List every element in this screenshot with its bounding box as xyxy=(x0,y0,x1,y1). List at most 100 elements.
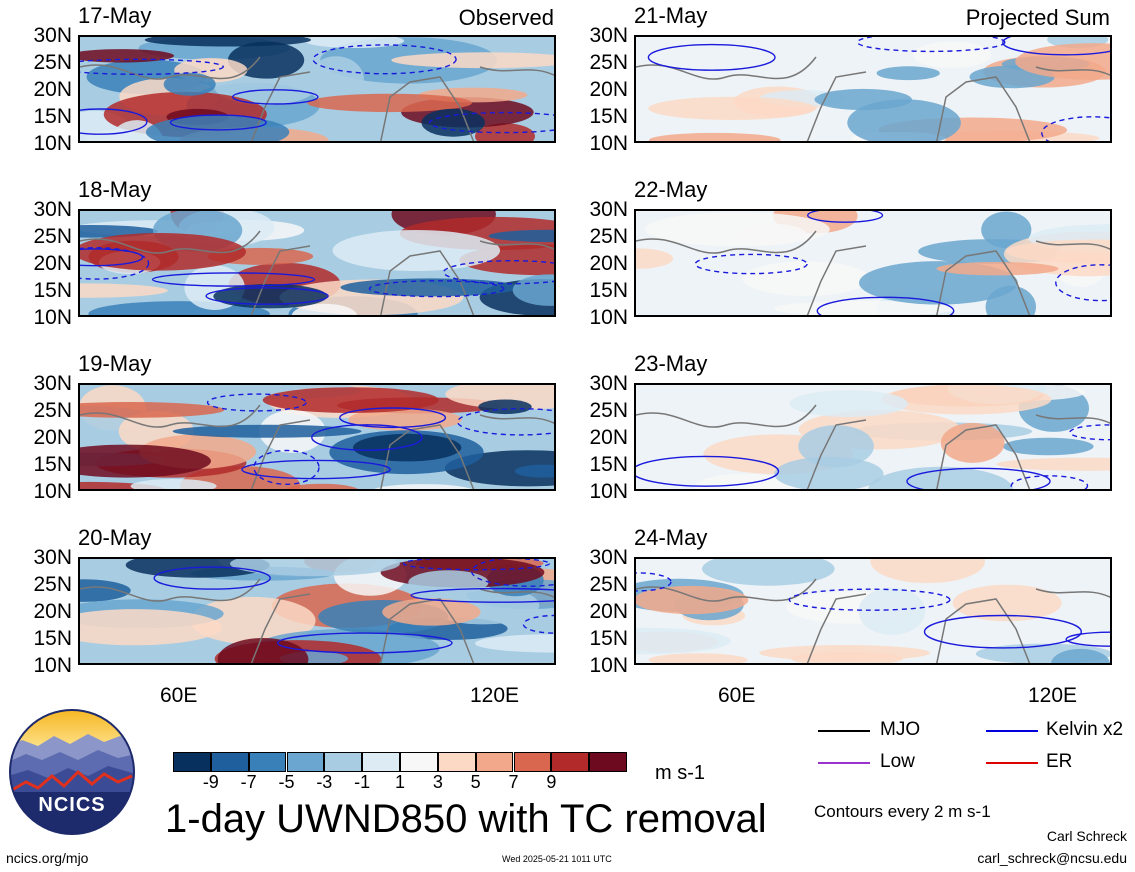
legend-low-line xyxy=(818,762,870,764)
coastline xyxy=(636,56,1110,141)
field-blob xyxy=(262,387,439,413)
colorbar-swatch xyxy=(173,752,211,772)
coastline xyxy=(80,578,554,663)
logo-text: NCICS xyxy=(38,794,106,816)
colorbar-swatch xyxy=(589,752,627,772)
lat-tick-label: 30N xyxy=(589,372,628,395)
map-panel xyxy=(634,209,1112,317)
ncics-logo: NCICS xyxy=(8,708,136,836)
kelvin-contour xyxy=(206,393,307,412)
map-field xyxy=(80,559,554,663)
colorbar-tick-label: 5 xyxy=(470,772,481,792)
lat-tick-label: 15N xyxy=(589,279,628,302)
kelvin-contour xyxy=(80,58,224,75)
figure-title: 1-day UWND850 with TC removal xyxy=(165,797,767,841)
lat-tick-label: 30N xyxy=(33,198,72,221)
kelvin-contour xyxy=(1041,116,1110,141)
legend-mjo-label: MJO xyxy=(880,719,921,740)
coastline xyxy=(80,230,554,315)
lat-tick-label: 20N xyxy=(589,600,628,623)
panel-group-tag: Observed xyxy=(458,5,554,30)
kelvin-contour xyxy=(205,287,329,305)
kelvin-contour xyxy=(402,559,551,571)
lat-tick-label: 10N xyxy=(33,480,72,503)
field-blob xyxy=(858,587,926,635)
kelvin-contour xyxy=(694,253,808,275)
legend-er-line xyxy=(986,762,1038,764)
field-blob xyxy=(940,422,1005,463)
coastline xyxy=(636,404,1110,489)
legend-kelvin-line xyxy=(986,730,1038,732)
lat-tick-label: 20N xyxy=(33,426,72,449)
panel-date-label: 18-May xyxy=(78,177,152,202)
lat-tick-label: 25N xyxy=(33,399,72,422)
lat-tick-label: 30N xyxy=(589,198,628,221)
lat-tick-label: 15N xyxy=(33,105,72,128)
map-panel xyxy=(78,35,556,143)
kelvin-contour xyxy=(80,108,148,135)
kelvin-contour xyxy=(410,587,554,603)
field-blob xyxy=(881,385,1052,415)
panel-date-label: 21-May xyxy=(634,3,708,28)
field-blob xyxy=(353,433,462,462)
legend-kelvin-label: Kelvin x2 xyxy=(1046,719,1124,740)
lat-tick-label: 10N xyxy=(33,306,72,329)
lat-tick-label: 10N xyxy=(589,132,628,155)
field-blob xyxy=(478,399,532,415)
field-blob xyxy=(773,300,957,315)
kelvin-contour xyxy=(151,272,316,287)
footer-author: Carl Schreck xyxy=(1046,828,1127,844)
field-blob xyxy=(285,483,358,489)
coastline xyxy=(80,404,554,489)
field-blob xyxy=(996,457,1110,471)
kelvin-contour xyxy=(80,247,150,280)
field-blob xyxy=(952,584,1062,622)
panel-date-label: 24-May xyxy=(634,525,708,550)
field-blob xyxy=(759,645,931,661)
lon-label-120e-left: 120E xyxy=(470,684,520,707)
map-panel xyxy=(78,209,556,317)
colorbar-tick-label: -5 xyxy=(278,772,295,792)
kelvin-contour xyxy=(456,408,554,436)
footer-email: carl_schreck@ncsu.edu xyxy=(977,850,1127,866)
kelvin-contour xyxy=(276,632,453,654)
colorbar-tick-label: 1 xyxy=(394,772,405,792)
lat-tick-label: 20N xyxy=(589,78,628,101)
kelvin-contour xyxy=(1069,424,1110,441)
field-blob xyxy=(80,49,175,63)
panel-date-label: 19-May xyxy=(78,351,152,376)
lat-tick-label: 25N xyxy=(589,51,628,74)
field-blob xyxy=(307,93,472,113)
lat-tick-label: 25N xyxy=(33,573,72,596)
lat-tick-label: 15N xyxy=(589,105,628,128)
field-blob xyxy=(936,262,1059,276)
colorbar-tick-label: -3 xyxy=(316,772,333,792)
colorbar-swatch xyxy=(513,752,552,772)
field-blob xyxy=(80,444,211,478)
colorbar-tick-label: -9 xyxy=(202,772,219,792)
field-blob xyxy=(217,638,309,663)
field-blob xyxy=(80,609,222,646)
lat-tick-label: 25N xyxy=(589,573,628,596)
field-blob xyxy=(474,634,554,653)
field-blob xyxy=(408,570,489,595)
kelvin-contour xyxy=(311,424,423,451)
kelvin-contour xyxy=(923,614,1083,649)
lat-tick-label: 20N xyxy=(33,600,72,623)
field-blob xyxy=(291,303,358,315)
legend-mjo-line xyxy=(818,730,870,732)
map-panel xyxy=(78,383,556,491)
lat-tick-label: 15N xyxy=(33,453,72,476)
field-blob xyxy=(130,479,217,489)
field-blob xyxy=(736,223,807,245)
lat-tick-label: 15N xyxy=(33,627,72,650)
colorbar-units: m s-1 xyxy=(655,762,705,784)
field-blob xyxy=(172,424,362,438)
kelvin-contour xyxy=(807,211,884,223)
lat-tick-label: 25N xyxy=(589,225,628,248)
lat-tick-label: 30N xyxy=(33,24,72,47)
field-blob xyxy=(80,402,225,418)
map-panel xyxy=(634,35,1112,143)
field-blob xyxy=(636,248,674,269)
lat-tick-label: 10N xyxy=(589,306,628,329)
